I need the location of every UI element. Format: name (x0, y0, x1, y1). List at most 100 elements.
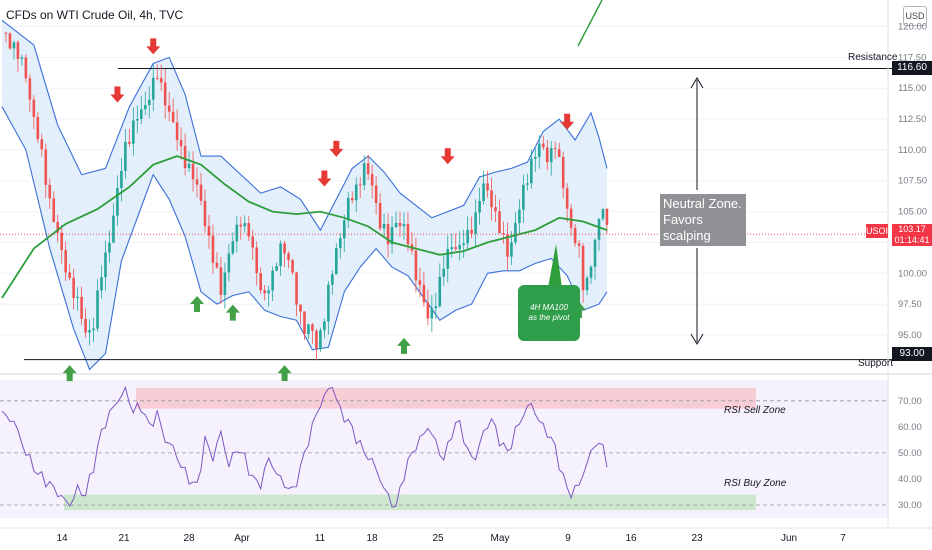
last-price-tag: 103.17 01:14:41 (892, 224, 932, 246)
candle-body (323, 321, 326, 331)
candle-body (40, 139, 44, 150)
candle-body (565, 188, 569, 209)
candle-body (56, 221, 60, 233)
candle-body (203, 200, 207, 227)
time-tick-label: Apr (234, 533, 250, 544)
rsi-tick-label: 30.00 (898, 500, 922, 511)
candle-body (100, 277, 103, 291)
candle-body (573, 227, 577, 244)
candle-body (219, 267, 223, 295)
time-tick-label: 16 (625, 533, 637, 544)
candle-body (116, 188, 119, 216)
candle-body (526, 183, 529, 185)
candle-body (275, 266, 278, 271)
candle-body (522, 184, 525, 210)
candle-body (48, 184, 52, 199)
candle-body (366, 163, 370, 174)
candle-body (28, 78, 32, 100)
candle-body (442, 268, 446, 277)
rsi-tick-label: 50.00 (898, 448, 922, 459)
candle-body (68, 272, 71, 278)
candle-body (191, 163, 195, 180)
candle-body (64, 249, 67, 273)
candle-body (80, 296, 83, 319)
candle-body (510, 242, 513, 257)
candle-body (215, 262, 219, 268)
time-tick-label: 14 (56, 533, 68, 544)
candle-body (569, 208, 573, 228)
candle-body (561, 157, 565, 189)
candle-body (132, 120, 135, 144)
candle-body (354, 184, 358, 201)
candle-body (251, 236, 255, 248)
candle-body (231, 241, 235, 254)
time-tick-label: 11 (315, 533, 326, 544)
support-label: Support (858, 358, 894, 369)
neutral-note-line1: Neutral Zone. (663, 196, 742, 211)
candle-body (163, 82, 167, 106)
currency-toggle[interactable]: USD (903, 6, 927, 26)
rsi-tick-label: 40.00 (898, 474, 922, 485)
candle-body (438, 276, 442, 307)
candle-body (199, 184, 203, 201)
candle-body (458, 244, 461, 250)
time-tick-label: 23 (691, 533, 703, 544)
candle-body (394, 222, 398, 228)
candle-body (577, 243, 581, 246)
candle-body (147, 99, 151, 106)
time-tick-label: 18 (366, 533, 378, 544)
candle-body (239, 224, 243, 227)
candle-body (8, 33, 12, 49)
buy-arrow-icon (62, 365, 77, 382)
candle-body (597, 218, 601, 240)
candle-body (243, 223, 247, 227)
price-tick-label: 120.00 (898, 22, 927, 33)
time-tick-label: May (491, 533, 510, 544)
candle-body (96, 290, 99, 329)
rsi-buy-zone-label: RSI Buy Zone (724, 478, 787, 489)
price-tick-label: 110.00 (898, 145, 926, 156)
candle-body (534, 156, 537, 159)
ma-note-line2: as the pivot (528, 313, 570, 322)
candle-body (140, 109, 143, 119)
chart-title: CFDs on WTI Crude Oil, 4h, TVC (6, 8, 184, 22)
symbol-tag: USOIL (866, 224, 894, 238)
candle-body (167, 105, 171, 112)
candle-body (32, 99, 36, 117)
rsi-tick-label: 70.00 (898, 396, 922, 407)
ma100-note: 4H MA100 as the pivot (518, 285, 580, 341)
candle-body (502, 233, 505, 235)
time-tick-label: 9 (565, 533, 571, 544)
candle-body (271, 270, 274, 291)
candle-body (530, 158, 533, 184)
candle-body (155, 77, 159, 79)
candle-body (171, 111, 175, 123)
candle-body (506, 234, 509, 257)
buy-arrow-icon (396, 337, 411, 354)
resistance-price-tag: 116.60 (892, 61, 932, 75)
price-tick-label: 107.50 (898, 176, 927, 187)
ma100-line (1, 155, 608, 299)
candle-body (36, 116, 40, 140)
candle-body (12, 42, 16, 49)
candle-body (247, 223, 251, 237)
candle-body (474, 212, 477, 234)
candle-body (402, 223, 406, 227)
candle-body (498, 211, 501, 234)
candle-body (179, 140, 183, 147)
candle-body (398, 222, 402, 227)
candle-body (255, 247, 259, 274)
candle-body (382, 223, 386, 229)
candle-body (605, 208, 609, 225)
candle-body (362, 163, 366, 186)
candle-body (331, 274, 334, 285)
candle-body (4, 32, 8, 34)
candle-body (553, 148, 557, 150)
candle-body (136, 118, 139, 121)
price-tick-label: 112.50 (898, 114, 926, 125)
buy-arrow-icon (277, 365, 292, 382)
candle-body (307, 324, 310, 335)
candle-body (151, 77, 155, 100)
candle-body (267, 290, 270, 294)
